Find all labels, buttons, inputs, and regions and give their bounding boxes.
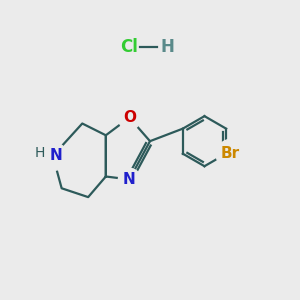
Text: Cl: Cl [120,38,138,56]
Text: H: H [160,38,174,56]
Text: O: O [123,110,136,125]
Text: N: N [123,172,136,187]
Text: Br: Br [221,146,240,161]
Text: N: N [50,148,62,164]
Text: H: H [34,146,45,160]
